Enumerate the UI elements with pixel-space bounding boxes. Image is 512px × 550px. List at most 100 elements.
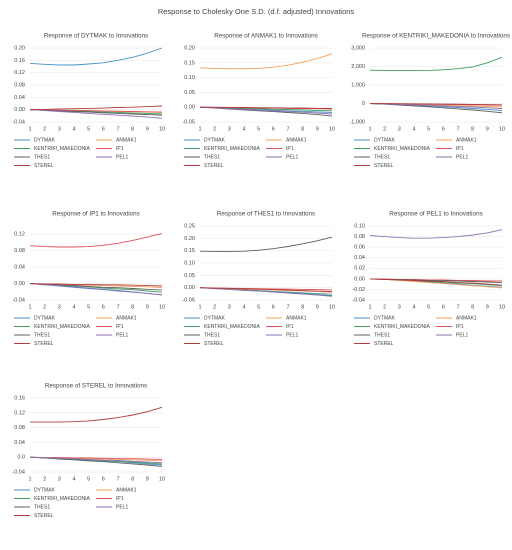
series-line (29, 105, 163, 111)
legend-label: THES1 (204, 154, 220, 160)
x-tick-label: 8 (471, 304, 474, 310)
y-tick-label: 0.12 (14, 232, 25, 238)
y-tick-label: -0.04 (12, 119, 25, 125)
y-tick-label: 0.10 (354, 223, 365, 229)
legend-label: STEREL (374, 341, 394, 347)
x-tick-label: 3 (228, 126, 231, 132)
series-line (199, 236, 333, 252)
panel-title: Response of ANMAK1 to Innovations (214, 33, 318, 40)
legend-label: KENTRIKI_MAKEDONIA (374, 324, 431, 330)
legend-label: ANMAK1 (286, 315, 307, 321)
y-tick-label: 0.00 (14, 281, 25, 287)
series-line (369, 278, 503, 286)
series-line (369, 229, 503, 239)
y-tick-label: 0 (362, 101, 365, 107)
legend-label: STEREL (204, 341, 224, 347)
y-tick-label: 0.00 (354, 276, 365, 282)
x-tick-label: 6 (102, 304, 105, 310)
y-tick-label: 0.15 (184, 248, 195, 254)
legend-label: ANMAK1 (116, 487, 137, 493)
series-line (29, 283, 163, 296)
legend-label: KENTRIKI_MAKEDONIA (34, 496, 91, 502)
y-tick-label: 0.16 (14, 58, 25, 64)
panel-title: Response of DYTMAK to Innovations (44, 33, 148, 40)
legend-label: THES1 (34, 154, 50, 160)
x-tick-label: 2 (383, 304, 386, 310)
x-tick-label: 7 (456, 304, 459, 310)
legend-label: IP1 (286, 324, 294, 330)
x-tick-label: 10 (329, 126, 335, 132)
x-tick-label: 9 (486, 126, 489, 132)
x-tick-label: 5 (87, 476, 90, 482)
x-tick-label: 3 (228, 304, 231, 310)
legend-label: ANMAK1 (286, 137, 307, 143)
y-tick-label: 0.08 (354, 234, 365, 240)
x-tick-label: 8 (131, 126, 134, 132)
x-tick-label: 10 (499, 304, 505, 310)
x-tick-label: 7 (116, 304, 119, 310)
x-tick-label: 9 (146, 304, 149, 310)
series-line (369, 56, 503, 72)
x-tick-label: 7 (116, 126, 119, 132)
legend-label: THES1 (374, 154, 390, 160)
y-tick-label: 0.10 (184, 260, 195, 266)
y-tick-label: 0.20 (14, 45, 25, 51)
y-tick-label: -0.04 (352, 297, 365, 303)
y-tick-label: 0.06 (354, 245, 365, 251)
x-tick-label: 10 (159, 476, 165, 482)
x-tick-label: 9 (316, 304, 319, 310)
x-tick-label: 2 (43, 126, 46, 132)
y-tick-label: -0.02 (352, 287, 365, 293)
x-tick-label: 1 (198, 126, 201, 132)
panel-title: Response of THES1 to Innovations (217, 211, 315, 218)
y-tick-label: 0.05 (184, 273, 195, 279)
x-tick-label: 3 (398, 126, 401, 132)
x-tick-label: 5 (427, 304, 430, 310)
legend-label: STEREL (374, 163, 394, 169)
legend-label: PEL1 (286, 332, 298, 338)
legend-label: THES1 (374, 332, 390, 338)
legend-label: IP1 (286, 146, 294, 152)
x-tick-label: 8 (131, 304, 134, 310)
y-tick-label: 0.00 (14, 107, 25, 113)
legend-label: STEREL (204, 163, 224, 169)
legend-label: PEL1 (456, 154, 468, 160)
legend-label: KENTRIKI_MAKEDONIA (204, 324, 261, 330)
y-tick-label: 0.04 (14, 265, 25, 271)
legend-label: STEREL (34, 513, 54, 519)
x-tick-label: 3 (58, 126, 61, 132)
x-tick-label: 6 (272, 126, 275, 132)
x-tick-label: 5 (87, 304, 90, 310)
x-tick-label: 8 (471, 126, 474, 132)
series-line (30, 406, 163, 423)
legend-label: KENTRIKI_MAKEDONIA (374, 146, 431, 152)
x-tick-label: 6 (102, 476, 105, 482)
x-tick-label: 6 (102, 126, 105, 132)
figure-title: Response to Cholesky One S.D. (d.f. adju… (158, 7, 355, 16)
legend-label: THES1 (204, 332, 220, 338)
legend-label: KENTRIKI_MAKEDONIA (34, 146, 91, 152)
x-tick-label: 4 (72, 126, 75, 132)
series-line (199, 287, 333, 297)
x-tick-label: 2 (43, 304, 46, 310)
y-tick-label: 0.00 (184, 105, 195, 111)
x-tick-label: 7 (456, 126, 459, 132)
legend-label: DYTMAK (34, 315, 56, 321)
y-tick-label: 0.04 (14, 95, 25, 101)
x-tick-label: 9 (146, 476, 149, 482)
x-tick-label: 2 (383, 126, 386, 132)
y-tick-label: 0.0 (17, 455, 25, 461)
x-tick-label: 1 (368, 304, 371, 310)
x-tick-label: 1 (368, 126, 371, 132)
legend-label: STEREL (34, 341, 54, 347)
series-line (199, 106, 333, 115)
x-tick-label: 6 (442, 126, 445, 132)
legend-label: DYTMAK (204, 315, 226, 321)
x-tick-label: 7 (286, 126, 289, 132)
legend-label: STEREL (34, 163, 54, 169)
legend-label: IP1 (456, 146, 464, 152)
legend-label: IP1 (116, 146, 124, 152)
series-line (199, 53, 333, 70)
x-tick-label: 2 (213, 126, 216, 132)
